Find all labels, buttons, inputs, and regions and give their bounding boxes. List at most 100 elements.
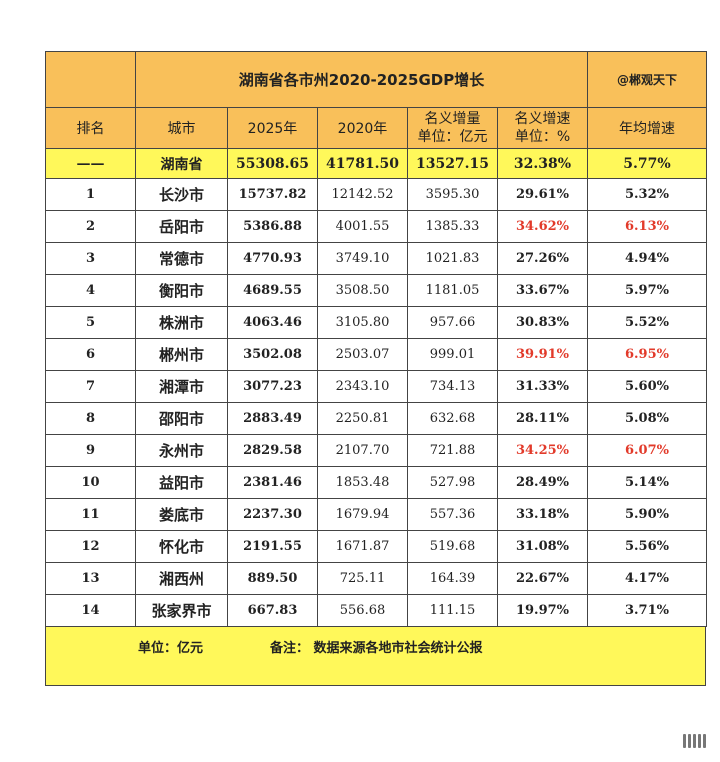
row-annual: 4.94% <box>587 242 707 275</box>
row-2020: 2343.10 <box>317 370 408 403</box>
row-annual: 6.95% <box>587 338 707 371</box>
row-annual: 3.71% <box>587 594 707 627</box>
header-annual-rate: 年均增速 <box>587 107 707 149</box>
row-increase: 557.36 <box>407 498 498 531</box>
row-increase: 1385.33 <box>407 210 498 243</box>
row-rate: 34.25% <box>497 434 588 467</box>
row-rate: 39.91% <box>497 338 588 371</box>
total-rank: —— <box>45 148 136 179</box>
row-2020: 3508.50 <box>317 274 408 307</box>
row-annual: 5.52% <box>587 306 707 339</box>
row-city: 邵阳市 <box>135 402 228 435</box>
table-row: 1 长沙市 15737.82 12142.52 3595.30 29.61% 5.32% <box>45 178 707 211</box>
row-2020: 2250.81 <box>317 402 408 435</box>
table-row: 4 衡阳市 4689.55 3508.50 1181.05 33.67% 5.97% <box>45 274 707 307</box>
total-annual: 5.77% <box>587 148 707 179</box>
row-city: 郴州市 <box>135 338 228 371</box>
row-rate: 33.18% <box>497 498 588 531</box>
header-nominal-increase-line1: 名义增量 <box>424 111 481 127</box>
header-rank: 排名 <box>45 107 136 149</box>
total-increase: 13527.15 <box>407 148 498 179</box>
row-city: 湘西州 <box>135 562 228 595</box>
table-row: 11 娄底市 2237.30 1679.94 557.36 33.18% 5.90% <box>45 498 707 531</box>
row-city: 娄底市 <box>135 498 228 531</box>
gdp-table-sheet: 湖南省各市州2020-2025GDP增长 @郴观天下 排名 城市 2025年 2… <box>45 51 707 686</box>
row-2025: 5386.88 <box>227 210 318 243</box>
row-rank: 6 <box>45 338 136 371</box>
row-rank: 2 <box>45 210 136 243</box>
row-city: 常德市 <box>135 242 228 275</box>
row-2020: 3105.80 <box>317 306 408 339</box>
credit-label: @郴观天下 <box>587 51 707 108</box>
row-2020: 3749.10 <box>317 242 408 275</box>
total-city: 湖南省 <box>135 148 228 179</box>
row-2025: 2829.58 <box>227 434 318 467</box>
header-nominal-rate-line2: 单位：% <box>514 129 571 145</box>
table-title: 湖南省各市州2020-2025GDP增长 <box>135 51 588 108</box>
row-2020: 4001.55 <box>317 210 408 243</box>
footer-unit: 单位：亿元 <box>138 641 204 656</box>
table-row: 6 郴州市 3502.08 2503.07 999.01 39.91% 6.95% <box>45 338 707 371</box>
header-nominal-increase-line2: 单位：亿元 <box>417 129 488 145</box>
total-2020: 41781.50 <box>317 148 408 179</box>
row-2025: 15737.82 <box>227 178 318 211</box>
row-rank: 11 <box>45 498 136 531</box>
row-rank: 14 <box>45 594 136 627</box>
row-increase: 734.13 <box>407 370 498 403</box>
row-annual: 5.08% <box>587 402 707 435</box>
row-increase: 721.88 <box>407 434 498 467</box>
header-nominal-rate-line1: 名义增速 <box>514 111 571 127</box>
row-annual: 5.32% <box>587 178 707 211</box>
table-row: 8 邵阳市 2883.49 2250.81 632.68 28.11% 5.08% <box>45 402 707 435</box>
total-rate: 32.38% <box>497 148 588 179</box>
table-row: 13 湘西州 889.50 725.11 164.39 22.67% 4.17% <box>45 562 707 595</box>
row-increase: 3595.30 <box>407 178 498 211</box>
province-total-row: —— 湖南省 55308.65 41781.50 13527.15 32.38%… <box>45 148 707 179</box>
row-2025: 2883.49 <box>227 402 318 435</box>
row-rank: 10 <box>45 466 136 499</box>
row-2025: 4063.46 <box>227 306 318 339</box>
total-2025: 55308.65 <box>227 148 318 179</box>
row-rate: 19.97% <box>497 594 588 627</box>
table-row: 7 湘潭市 3077.23 2343.10 734.13 31.33% 5.60% <box>45 370 707 403</box>
table-row: 9 永州市 2829.58 2107.70 721.88 34.25% 6.07% <box>45 434 707 467</box>
row-rate: 33.67% <box>497 274 588 307</box>
row-city: 张家界市 <box>135 594 228 627</box>
header-nominal-rate: 名义增速 单位：% <box>497 107 588 149</box>
table-row: 3 常德市 4770.93 3749.10 1021.83 27.26% 4.94% <box>45 242 707 275</box>
row-2025: 2237.30 <box>227 498 318 531</box>
row-2025: 2381.46 <box>227 466 318 499</box>
row-city: 长沙市 <box>135 178 228 211</box>
row-rate: 22.67% <box>497 562 588 595</box>
row-annual: 6.07% <box>587 434 707 467</box>
row-rank: 13 <box>45 562 136 595</box>
table-footer: 单位：亿元 备注： 数据来源各地市社会统计公报 <box>45 627 706 686</box>
footer-note: 备注： 数据来源各地市社会统计公报 <box>270 641 483 656</box>
row-city: 株洲市 <box>135 306 228 339</box>
row-2025: 4689.55 <box>227 274 318 307</box>
row-2025: 4770.93 <box>227 242 318 275</box>
row-increase: 632.68 <box>407 402 498 435</box>
row-annual: 6.13% <box>587 210 707 243</box>
row-increase: 957.66 <box>407 306 498 339</box>
row-2025: 3077.23 <box>227 370 318 403</box>
row-rate: 34.62% <box>497 210 588 243</box>
row-city: 湘潭市 <box>135 370 228 403</box>
row-2020: 2503.07 <box>317 338 408 371</box>
row-2020: 556.68 <box>317 594 408 627</box>
row-rate: 28.11% <box>497 402 588 435</box>
row-2025: 3502.08 <box>227 338 318 371</box>
row-increase: 519.68 <box>407 530 498 563</box>
header-nominal-increase: 名义增量 单位：亿元 <box>407 107 498 149</box>
row-increase: 111.15 <box>407 594 498 627</box>
title-row: 湖南省各市州2020-2025GDP增长 @郴观天下 <box>45 51 707 108</box>
row-annual: 5.60% <box>587 370 707 403</box>
row-annual: 5.90% <box>587 498 707 531</box>
row-annual: 4.17% <box>587 562 707 595</box>
row-rate: 27.26% <box>497 242 588 275</box>
row-rank: 7 <box>45 370 136 403</box>
table-row: 10 益阳市 2381.46 1853.48 527.98 28.49% 5.14% <box>45 466 707 499</box>
row-rank: 12 <box>45 530 136 563</box>
table-row: 14 张家界市 667.83 556.68 111.15 19.97% 3.71% <box>45 594 707 627</box>
row-rank: 3 <box>45 242 136 275</box>
